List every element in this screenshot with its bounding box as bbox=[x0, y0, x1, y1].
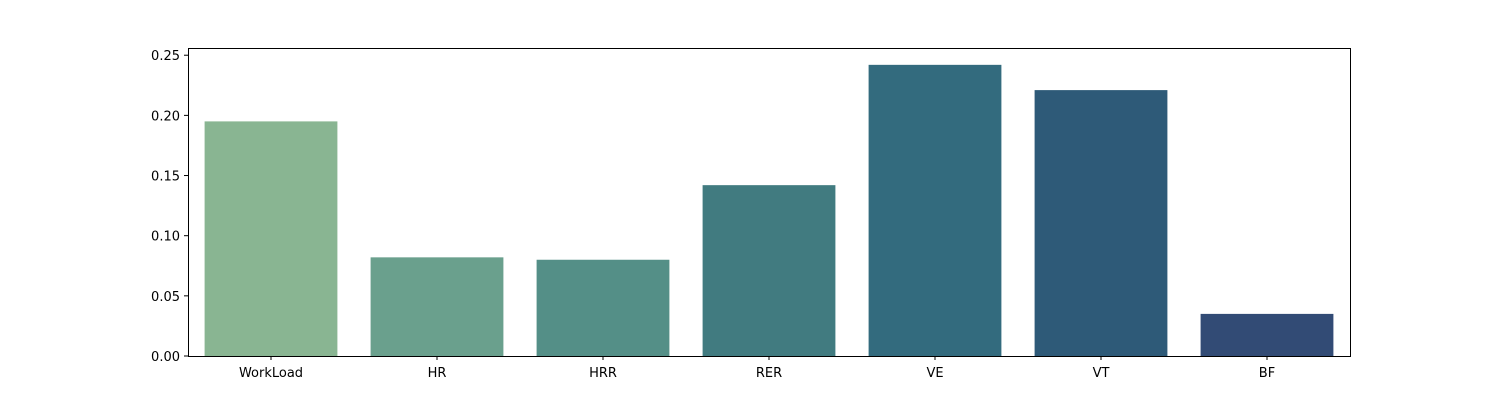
x-tick-label: RER bbox=[756, 366, 782, 381]
bars-group bbox=[204, 64, 1334, 356]
bar-hrr bbox=[536, 259, 670, 356]
y-axis: 0.00 0.05 0.10 0.15 0.20 0.25 bbox=[151, 49, 188, 365]
y-tick-label: 0.20 bbox=[151, 109, 180, 124]
y-tick-label: 0.10 bbox=[151, 230, 180, 245]
y-tick-label: 0.25 bbox=[151, 49, 180, 64]
y-tick-label: 0.00 bbox=[151, 350, 180, 365]
bar-ve bbox=[868, 64, 1002, 356]
x-tick-label: VE bbox=[926, 366, 943, 381]
x-tick-label: HRR bbox=[589, 366, 617, 381]
x-tick-label: WorkLoad bbox=[239, 366, 303, 381]
bar-rer bbox=[702, 185, 836, 356]
bar-hr bbox=[370, 257, 504, 356]
bar-bf bbox=[1200, 313, 1334, 356]
x-axis: WorkLoad HR HRR RER VE VT BF bbox=[239, 356, 1275, 381]
plot-frame bbox=[188, 48, 1351, 357]
x-tick-label: HR bbox=[428, 366, 447, 381]
x-tick-label: VT bbox=[1093, 366, 1110, 381]
y-tick-label: 0.05 bbox=[151, 290, 180, 305]
bar-vt bbox=[1034, 90, 1168, 356]
x-tick-label: BF bbox=[1259, 366, 1275, 381]
bar-workload bbox=[204, 121, 338, 356]
y-tick-label: 0.15 bbox=[151, 170, 180, 185]
